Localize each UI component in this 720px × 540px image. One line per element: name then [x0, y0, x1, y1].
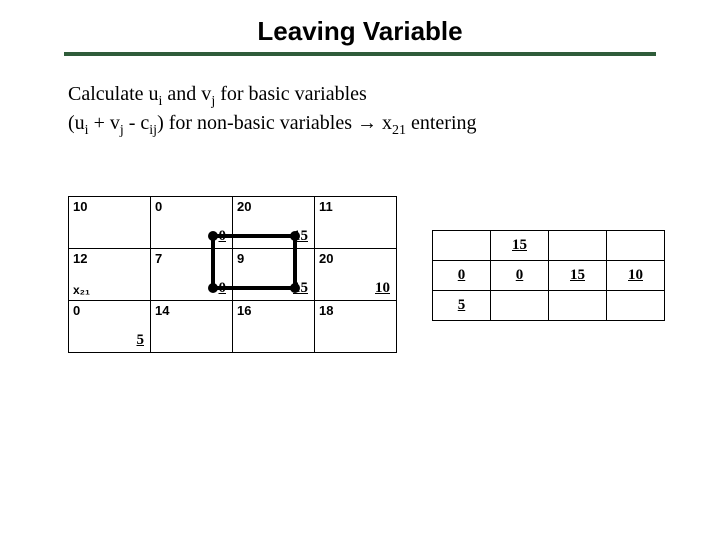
uv-cell [549, 291, 607, 321]
title-underline [64, 52, 656, 56]
tableau-row: 0 5 14 16 18 [69, 301, 397, 353]
alloc: 10 [375, 280, 390, 297]
tableau-cell: 0 5 [69, 301, 151, 353]
uv-cell: 10 [607, 261, 665, 291]
tableau-cell: 0 0 [151, 197, 233, 249]
uv-cell: 15 [491, 231, 549, 261]
cost: 16 [237, 303, 251, 318]
uv-cell: 5 [433, 291, 491, 321]
tableau-cell: 9 15 [233, 249, 315, 301]
alloc: 15 [293, 280, 308, 297]
tableau-cell: 12 x₂₁ [69, 249, 151, 301]
body-text: Calculate ui and vj for basic variables … [68, 82, 658, 139]
uv-cell: 15 [549, 261, 607, 291]
cost: 0 [73, 303, 80, 318]
cost: 9 [237, 251, 244, 266]
alloc: x₂₁ [73, 283, 90, 297]
uv-row: 15 [433, 231, 665, 261]
tableau-row: 10 0 0 20 15 11 [69, 197, 397, 249]
uv-cell: 0 [433, 261, 491, 291]
tableau-cell: 20 10 [315, 249, 397, 301]
tableau-cell: 16 [233, 301, 315, 353]
tableau-row: 12 x₂₁ 7 0 9 15 20 10 [69, 249, 397, 301]
tableau-grid: 10 0 0 20 15 11 12 x₂₁ [68, 196, 397, 353]
tableau-cell: 11 [315, 197, 397, 249]
slide-title: Leaving Variable [0, 16, 720, 47]
uv-row: 5 [433, 291, 665, 321]
uv-cell [607, 291, 665, 321]
alloc: 0 [219, 228, 227, 245]
alloc: 5 [137, 332, 145, 349]
alloc: 15 [293, 228, 308, 245]
tableau-cell: 14 [151, 301, 233, 353]
uv-row: 0 0 15 10 [433, 261, 665, 291]
uv-cell [549, 231, 607, 261]
tableau-cell: 7 0 [151, 249, 233, 301]
cost: 20 [237, 199, 251, 214]
uv-cell [433, 231, 491, 261]
cost: 20 [319, 251, 333, 266]
uv-table: 15 0 0 15 10 5 [432, 230, 665, 321]
tableau-cell: 18 [315, 301, 397, 353]
cost: 12 [73, 251, 87, 266]
uv-cell [607, 231, 665, 261]
alloc: 0 [219, 280, 227, 297]
cost: 0 [155, 199, 162, 214]
cost: 14 [155, 303, 169, 318]
cost: 7 [155, 251, 162, 266]
tableau-cell: 20 15 [233, 197, 315, 249]
cost: 11 [319, 199, 333, 214]
uv-cell: 0 [491, 261, 549, 291]
slide: Leaving Variable Calculate ui and vj for… [0, 0, 720, 540]
uv-cell [491, 291, 549, 321]
transportation-tableau: 10 0 0 20 15 11 12 x₂₁ [68, 196, 397, 353]
cost: 10 [73, 199, 87, 214]
tableau-cell: 10 [69, 197, 151, 249]
cost: 18 [319, 303, 333, 318]
uv-grid: 15 0 0 15 10 5 [432, 230, 665, 321]
